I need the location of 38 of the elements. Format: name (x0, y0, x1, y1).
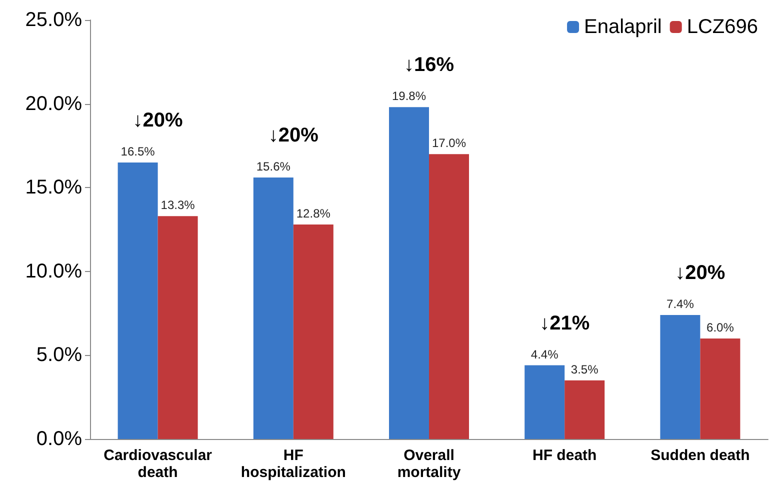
y-tick-label: 25.0% (25, 9, 82, 31)
bar (524, 365, 565, 439)
annotation: ↓16% (404, 54, 454, 76)
annotation: ↓20% (675, 262, 726, 284)
bar (118, 162, 158, 439)
x-tick-label: HF death (532, 447, 597, 464)
data-label: 16.5% (120, 144, 156, 158)
data-label: 12.8% (296, 206, 331, 220)
data-label: 19.8% (392, 89, 426, 104)
bar (389, 107, 429, 439)
annotation: ↓21% (540, 312, 590, 334)
y-tick-label: 10.0% (25, 260, 82, 282)
legend-label: LCZ696 (686, 16, 758, 38)
data-label: 17.0% (432, 136, 466, 150)
data-label: 13.3% (160, 198, 196, 212)
x-tick-label: Sudden death (650, 447, 750, 464)
data-label: 6.0% (706, 320, 734, 334)
x-tick-label: HF hospitalization (240, 447, 346, 481)
data-label: 3.5% (570, 362, 599, 376)
legend-label: Enalapril (584, 16, 662, 38)
annotation: ↓20% (132, 109, 184, 132)
x-tick-label: Cardiovascular death (104, 447, 212, 481)
data-label: 4.4% (530, 347, 559, 362)
data-label: 15.6% (256, 160, 291, 174)
y-tick-label: 0.0% (36, 428, 82, 450)
y-tick-label: 20.0% (25, 92, 82, 115)
bar (293, 224, 334, 439)
y-tick-label: 5.0% (36, 344, 82, 366)
y-tick-label: 15.0% (25, 176, 82, 199)
annotation: ↓20% (268, 124, 319, 147)
bar (700, 338, 740, 439)
bar (429, 154, 469, 439)
data-label: 7.4% (666, 296, 694, 311)
bar (660, 314, 700, 439)
bar (564, 380, 605, 439)
bar (253, 178, 294, 439)
bar (158, 216, 198, 439)
x-tick-label: Overall mortality (397, 447, 462, 481)
